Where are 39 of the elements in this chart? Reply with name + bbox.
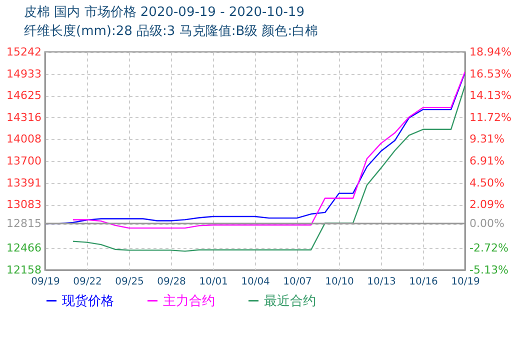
x-tick-label: 10/07 (283, 276, 312, 288)
y2-tick-label: 9.31% (470, 132, 504, 146)
x-tick-label: 09/22 (73, 276, 102, 288)
y-tick-label: 13391 (6, 176, 42, 190)
y-tick-label: 14316 (6, 110, 42, 124)
chart-subtitle: 纤维长度(mm):28 品级:3 马克隆值:B级 颜色:白棉 (24, 23, 318, 39)
legend-label: 现货价格 (62, 294, 114, 309)
line-series (72, 85, 465, 252)
y2-tick-label: -5.13% (470, 264, 508, 276)
x-tick-label: 09/28 (157, 276, 186, 288)
y2-tick-label: 16.53% (470, 67, 512, 80)
x-tick-label: 10/16 (409, 276, 438, 288)
y2-tick-label: 2.09% (470, 198, 504, 212)
chart-title: 皮棉 国内 市场价格 2020-09-19 - 2020-10-19 (24, 5, 304, 20)
y-tick-label: 14933 (6, 67, 42, 80)
y2-tick-label: 14.13% (470, 89, 512, 102)
y2-tick-label: -2.72% (470, 242, 508, 255)
y-tick-label: 13083 (6, 198, 42, 212)
y-tick-label: 12815 (6, 217, 42, 230)
y-tick-label: 15242 (6, 46, 42, 58)
y2-tick-label: 4.50% (470, 176, 504, 190)
x-tick-label: 10/04 (241, 276, 270, 288)
x-tick-label: 10/13 (367, 276, 396, 288)
x-tick-label: 09/25 (115, 276, 144, 288)
y2-tick-label: 18.94% (470, 46, 512, 58)
y-tick-label: 14008 (6, 132, 42, 146)
y-tick-label: 14625 (6, 89, 42, 102)
x-tick-label: 10/19 (451, 276, 480, 288)
x-tick-label: 10/10 (325, 276, 354, 288)
legend-label: 最近合约 (264, 294, 316, 309)
y2-tick-label: 0.00% (470, 217, 504, 230)
y-tick-label: 12158 (6, 264, 42, 276)
x-tick-label: 10/01 (199, 276, 228, 288)
y2-tick-label: 6.91% (470, 154, 504, 168)
x-tick-label: 09/19 (31, 276, 60, 288)
legend-label: 主力合约 (163, 292, 215, 309)
y-tick-label: 13700 (6, 154, 42, 168)
y2-tick-label: 11.72% (470, 110, 512, 124)
y-tick-label: 12466 (6, 242, 42, 255)
